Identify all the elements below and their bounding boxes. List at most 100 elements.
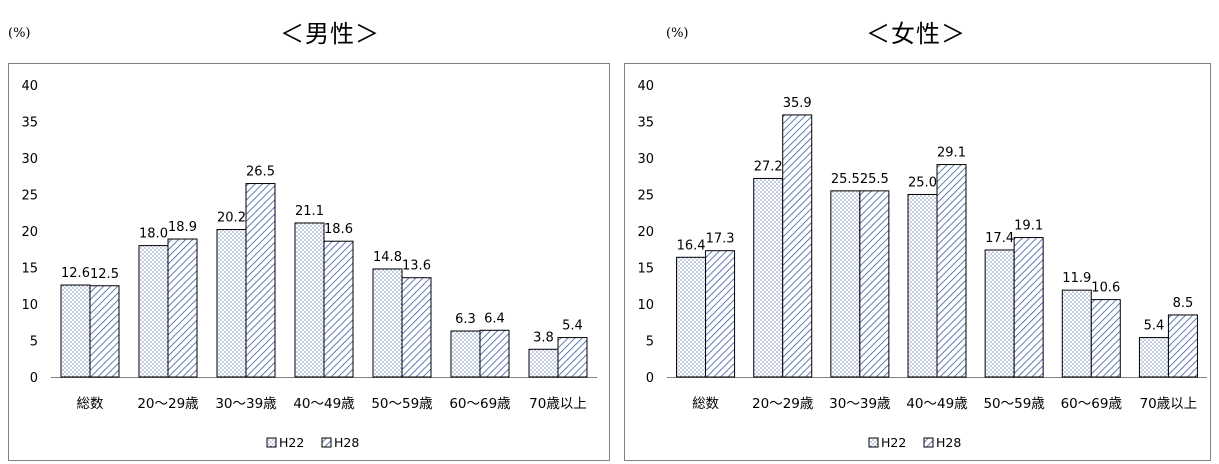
y-tick-label: 40 (21, 79, 38, 94)
bar-h28 (167, 238, 198, 378)
bar-h22 (984, 249, 1015, 378)
bar-h28 (89, 285, 120, 378)
x-tick-label: 70歳以上 (1140, 396, 1198, 412)
female-chart: 0 5 10 15 20 25 30 35 40 16.4 17.3 総数 27.2 35.9 20～29歳… (624, 63, 1211, 461)
y-tick-label: 0 (30, 371, 38, 386)
x-tick-label: 50～59歳 (983, 396, 1045, 412)
bar-h22 (294, 222, 325, 378)
data-label: 18.9 (168, 220, 197, 235)
y-tick-label: 5 (646, 335, 654, 350)
bar-h22 (1138, 337, 1169, 378)
male-chart: 0 5 10 15 20 25 30 35 40 12.6 12.5 総数 18.0 18.9 20～29歳… (8, 63, 610, 461)
data-label: 5.4 (1144, 319, 1165, 334)
legend-label: H22 (279, 435, 304, 450)
x-tick-label: 50～59歳 (371, 396, 433, 412)
data-label: 16.4 (677, 238, 706, 253)
data-label: 27.2 (754, 159, 783, 174)
data-label: 25.5 (831, 172, 860, 187)
x-tick-label: 70歳以上 (529, 396, 587, 412)
data-label: 25.5 (860, 172, 889, 187)
data-label: 19.1 (1014, 219, 1043, 234)
x-tick-label: 40～49歳 (293, 396, 355, 412)
bar-h28 (479, 329, 510, 378)
data-label: 20.2 (217, 211, 246, 226)
bar-h28 (1090, 299, 1121, 378)
y-tick-label: 5 (30, 335, 38, 350)
bar-h28 (782, 114, 813, 378)
x-tick-label: 20～29歳 (752, 396, 814, 412)
bar-h22 (753, 177, 784, 378)
bar-h22 (450, 330, 481, 378)
y-tick-label: 40 (637, 79, 654, 94)
bar-h22 (676, 256, 707, 378)
y-tick-label: 25 (637, 189, 654, 204)
x-tick-label: 40～49歳 (906, 396, 968, 412)
data-label: 35.9 (783, 96, 812, 111)
data-label: 18.0 (139, 227, 168, 242)
bar-h28 (859, 190, 890, 378)
female-unit-label: (%) (666, 26, 689, 41)
data-label: 6.4 (484, 311, 505, 326)
data-label: 18.6 (324, 222, 353, 237)
data-label: 5.4 (562, 319, 583, 334)
bar-h22 (830, 190, 861, 378)
x-tick-label: 20～29歳 (137, 396, 199, 412)
bar-h28 (1167, 314, 1198, 378)
y-tick-label: 20 (21, 225, 38, 240)
data-label: 12.5 (90, 267, 119, 282)
x-tick-label: 総数 (692, 396, 720, 412)
legend-label: H28 (334, 435, 359, 450)
legend-swatch-h28 (321, 437, 332, 448)
bar-h22 (138, 245, 169, 378)
y-tick-label: 10 (21, 298, 38, 313)
data-label: 26.5 (246, 165, 275, 180)
x-tick-label: 総数 (77, 396, 104, 412)
y-tick-label: 20 (637, 225, 654, 240)
bar-h28 (1013, 237, 1044, 378)
bar-h22 (907, 194, 938, 378)
y-tick-label: 15 (637, 262, 654, 277)
bar-h22 (528, 348, 559, 378)
data-label: 29.1 (937, 146, 966, 161)
legend-swatch-h28 (923, 437, 934, 448)
y-tick-label: 15 (21, 262, 38, 277)
data-label: 13.6 (402, 259, 431, 274)
bar-h22 (372, 268, 403, 378)
legend-label: H28 (936, 435, 961, 450)
x-tick-label: 30～39歳 (829, 396, 891, 412)
data-label: 21.1 (295, 204, 324, 219)
female-chart-title: ＜女性＞ (866, 20, 966, 48)
data-label: 3.8 (533, 330, 554, 345)
y-tick-label: 35 (21, 116, 38, 131)
legend: H22 H28 (266, 435, 359, 450)
y-tick-label: 25 (21, 189, 38, 204)
male-unit-label: (%) (8, 26, 31, 41)
x-tick-label: 60～69歳 (449, 396, 511, 412)
y-tick-label: 10 (637, 298, 654, 313)
data-label: 11.9 (1062, 271, 1091, 286)
y-tick-label: 0 (646, 371, 654, 386)
male-chart-title: ＜男性＞ (280, 20, 380, 48)
data-label: 8.5 (1173, 296, 1194, 311)
data-label: 17.4 (985, 231, 1014, 246)
bar-h28 (245, 183, 276, 378)
legend-label: H22 (881, 435, 906, 450)
legend: H22 H28 (868, 435, 961, 450)
data-label: 17.3 (706, 232, 735, 247)
bar-h22 (216, 229, 247, 378)
bar-h22 (1061, 289, 1092, 378)
bar-h28 (936, 164, 967, 378)
bar-h22 (60, 284, 91, 378)
y-tick-label: 30 (637, 152, 654, 167)
bar-h28 (323, 240, 354, 378)
bar-h28 (401, 277, 432, 378)
y-tick-label: 35 (637, 116, 654, 131)
bar-h28 (557, 337, 588, 378)
data-label: 10.6 (1091, 281, 1120, 296)
x-tick-label: 30～39歳 (215, 396, 277, 412)
data-label: 12.6 (61, 266, 90, 281)
bar-h28 (705, 250, 736, 378)
legend-swatch-h22 (266, 437, 277, 448)
data-label: 25.0 (908, 176, 937, 191)
data-label: 14.8 (373, 250, 402, 265)
